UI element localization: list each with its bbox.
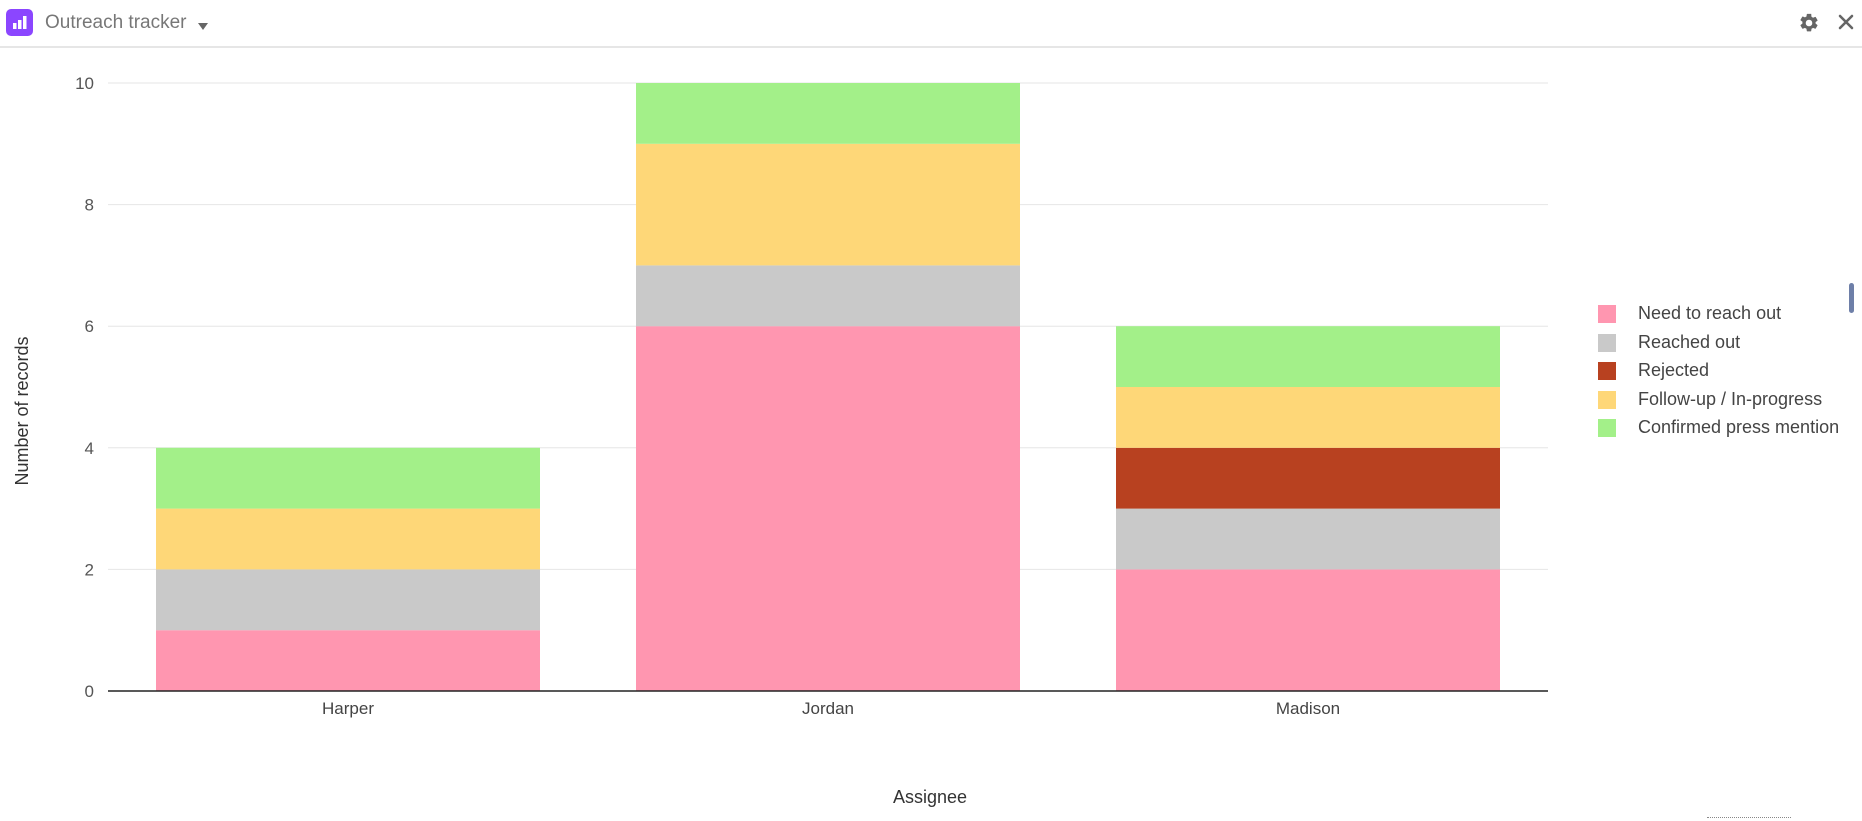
y-tick-label: 10 [75, 74, 94, 93]
chevron-down-icon[interactable] [197, 18, 209, 36]
bar-segment[interactable] [1116, 387, 1500, 448]
legend-swatch [1598, 305, 1616, 323]
legend-label: Need to reach out [1638, 303, 1782, 323]
y-tick-label: 0 [85, 682, 94, 701]
x-tick-label: Jordan [802, 699, 854, 718]
bar-segment[interactable] [636, 83, 1020, 144]
bar-segment[interactable] [636, 326, 1020, 691]
x-axis-title: Assignee [893, 787, 967, 807]
chart-header: Outreach tracker [0, 0, 1862, 48]
bar-segment[interactable] [156, 508, 540, 570]
bar-segment[interactable] [636, 265, 1020, 327]
bar-segment[interactable] [156, 630, 540, 691]
legend-label: Confirmed press mention [1638, 417, 1840, 438]
x-tick-label: Harper [322, 699, 374, 718]
legend-swatch [1598, 333, 1616, 352]
x-tick-label: Madison [1276, 699, 1340, 718]
bar-segment[interactable] [636, 143, 1020, 266]
y-tick-label: 6 [85, 317, 94, 336]
bar-segment[interactable] [1116, 508, 1500, 570]
legend-label: Follow-up / In-progress [1638, 388, 1823, 409]
y-tick-label: 2 [85, 560, 94, 579]
scrollbar[interactable] [1849, 283, 1854, 313]
close-icon[interactable] [1837, 13, 1855, 36]
y-tick-label: 4 [85, 439, 94, 458]
bar-segment[interactable] [156, 569, 540, 631]
legend-swatch [1598, 419, 1616, 438]
gear-icon[interactable] [1798, 12, 1820, 39]
chart-title[interactable]: Outreach tracker [45, 12, 187, 33]
legend-label: Rejected [1638, 360, 1710, 381]
bar-chart-icon [6, 9, 33, 36]
y-axis-title: Number of records [12, 336, 32, 485]
legend-swatch [1598, 362, 1616, 381]
bar-segment[interactable] [1116, 569, 1500, 691]
legend-swatch [1598, 390, 1616, 409]
legend-label: Reached out [1638, 331, 1741, 352]
bar-segment[interactable] [1116, 326, 1500, 387]
resize-handle[interactable] [1707, 817, 1791, 818]
bar-segment[interactable] [156, 447, 540, 509]
bar-segment[interactable] [1116, 447, 1500, 509]
y-tick-label: 8 [85, 196, 94, 215]
stacked-bar-chart: 0 2 4 6 8 10 Harper Jordan Madison Assignee Number… [12, 74, 1548, 807]
